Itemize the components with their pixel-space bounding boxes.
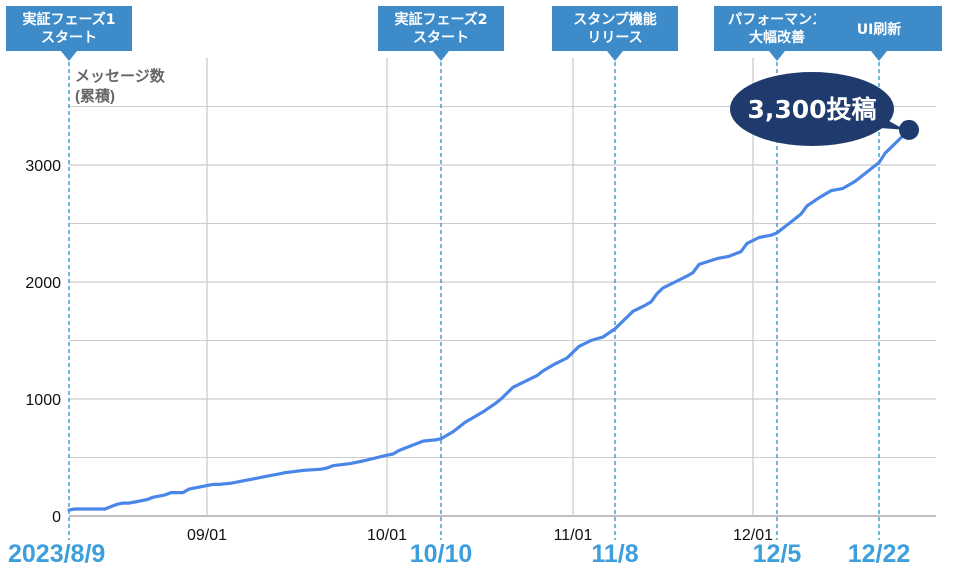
- milestone-date-label: 11/8: [591, 540, 638, 568]
- milestone-banner-shape: [714, 6, 840, 61]
- milestone-date-label: 12/22: [848, 540, 911, 568]
- x-tick-label: 12/01: [733, 527, 773, 544]
- milestone-banner-label: パフォーマンス: [728, 12, 826, 28]
- milestone-banners: 実証フェーズ1スタート実証フェーズ2スタートスタンプ機能リリースパフォーマンス大…: [6, 6, 942, 61]
- milestone-dates: 2023/8/9 10/10 11/8 12/5 12/22: [8, 540, 910, 568]
- milestone-banner-shape: [6, 6, 132, 61]
- callout-bubble: [730, 72, 894, 146]
- endpoint-marker: [899, 119, 919, 140]
- y-axis-label-line-2: (累積): [75, 87, 115, 105]
- total-posts-callout: 3,300投稿: [730, 72, 919, 146]
- x-tick-label: 09/01: [187, 527, 227, 544]
- milestone-banner-label: リリース: [587, 30, 642, 46]
- milestone-banner-shape: [816, 6, 942, 61]
- x-tick-label: 10/01: [367, 527, 407, 544]
- milestone-banner-shape: [378, 6, 504, 61]
- x-tick-label: 11/01: [554, 527, 593, 544]
- milestone-banner-label: 大幅改善: [749, 29, 805, 46]
- milestone-banner-label: 実証フェーズ2: [394, 11, 487, 28]
- milestone-banner: UI刷新: [816, 6, 942, 61]
- y-tick-label: 3000: [25, 158, 61, 175]
- y-axis-ticks: 0 1000 2000 3000: [25, 158, 61, 526]
- callout-text: 3,300投稿: [747, 95, 876, 124]
- milestone-banner: 実証フェーズ1 スタート: [6, 6, 132, 61]
- y-axis-label: メッセージ数 (累積): [75, 67, 166, 105]
- milestone-banner-shape: [552, 6, 678, 61]
- x-axis-ticks: 09/01 10/01 11/01 12/01: [187, 527, 773, 544]
- cumulative-messages-line: [67, 128, 911, 512]
- milestone-date-label: 12/5: [753, 540, 802, 568]
- milestone-banner: 実証フェーズ2 スタート: [378, 6, 504, 61]
- milestone-date-label: 10/10: [410, 540, 473, 568]
- milestone-banner-label: 実証フェーズ1: [22, 11, 115, 28]
- y-tick-label: 2000: [25, 275, 61, 292]
- milestone-banner-label: スタート: [413, 30, 469, 46]
- milestone-banner-label: スタート: [41, 30, 97, 46]
- milestone-banner-label: UI刷新: [857, 21, 902, 38]
- y-tick-label: 1000: [25, 392, 61, 409]
- y-axis-label-line-1: メッセージ数: [75, 67, 166, 85]
- milestone-date-label: 2023/8/9: [8, 540, 105, 568]
- y-tick-label: 0: [52, 509, 61, 526]
- milestone-banner-label: スタンプ機能: [573, 11, 657, 28]
- series: [67, 128, 911, 512]
